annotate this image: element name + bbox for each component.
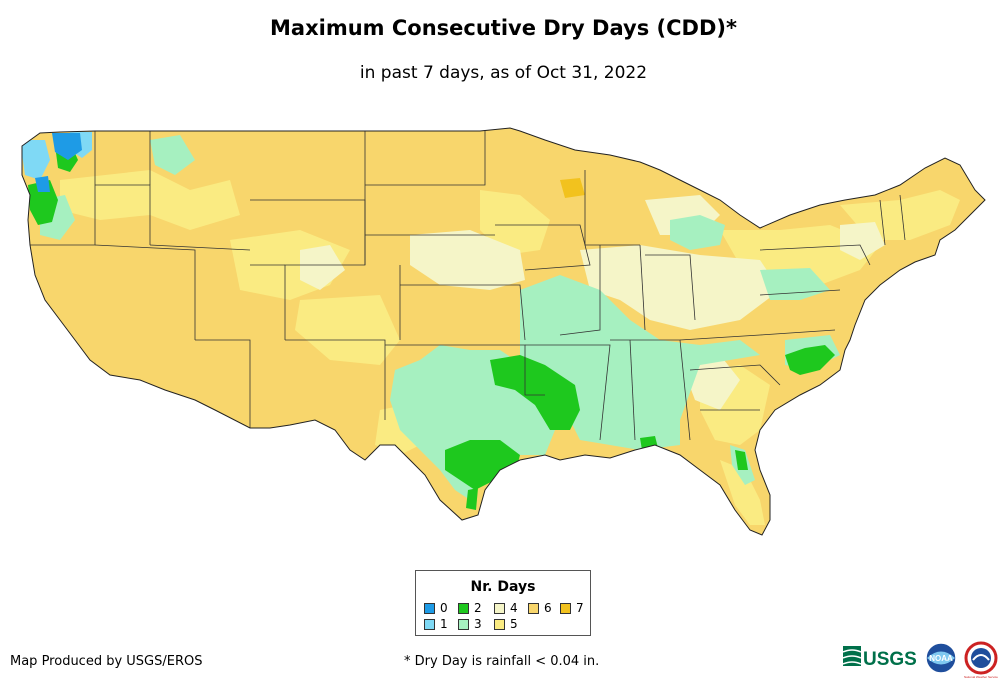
swatch (458, 618, 469, 630)
legend-label: 7 (576, 601, 584, 615)
legend: Nr. Days 0 1 2 3 4 5 6 7 (415, 570, 591, 636)
legend-label: 5 (510, 617, 518, 631)
legend-item-4: 4 (494, 601, 518, 615)
swatch (424, 602, 435, 614)
legend-item-2: 2 (458, 601, 482, 615)
legend-label: 0 (440, 601, 448, 615)
noaa-logo: NOAA (925, 642, 957, 674)
conus-dry-days-map (21, 127, 986, 536)
usgs-logo: USGS (843, 646, 917, 670)
legend-label: 1 (440, 617, 448, 631)
usgs-text: USGS (863, 649, 917, 670)
nws-text: National Weather Service (964, 675, 998, 679)
legend-item-7: 7 (560, 601, 584, 615)
noaa-text: NOAA (929, 654, 953, 663)
swatch (494, 602, 505, 614)
agency-logos: USGS NOAA National Weather Service (843, 641, 998, 679)
footnote-text: * Dry Day is rainfall < 0.04 in. (404, 654, 600, 669)
class-0-regions (35, 133, 82, 192)
legend-item-1: 1 (424, 617, 448, 631)
legend-item-0: 0 (424, 601, 448, 615)
legend-label: 2 (474, 601, 482, 615)
credit-text: Map Produced by USGS/EROS (10, 654, 203, 669)
nws-logo: National Weather Service (964, 641, 998, 679)
legend-item-3: 3 (458, 617, 482, 631)
legend-label: 3 (474, 617, 482, 631)
swatch (560, 602, 571, 614)
legend-label: 4 (510, 601, 518, 615)
class-2-regions (28, 142, 835, 510)
class-7-regions (560, 178, 585, 198)
legend-item-6: 6 (528, 601, 552, 615)
swatch (424, 618, 435, 630)
map-title: Maximum Consecutive Dry Days (CDD)* (270, 16, 737, 40)
legend-label: 6 (544, 601, 552, 615)
map-subtitle: in past 7 days, as of Oct 31, 2022 (359, 63, 648, 83)
swatch (494, 618, 505, 630)
state-boundaries (30, 131, 906, 441)
swatch (528, 602, 539, 614)
legend-item-5: 5 (494, 617, 518, 631)
swatch (458, 602, 469, 614)
legend-title: Nr. Days (470, 579, 536, 595)
